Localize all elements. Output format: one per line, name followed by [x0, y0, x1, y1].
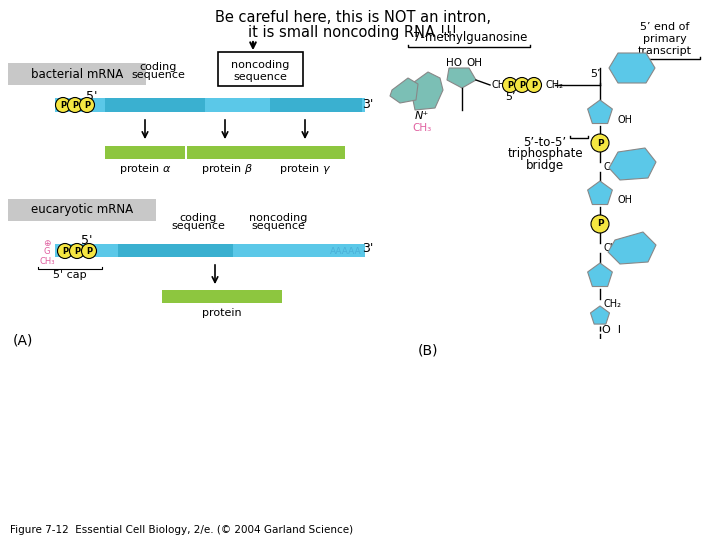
Polygon shape	[390, 78, 418, 103]
Polygon shape	[609, 53, 655, 83]
Bar	[270, 98, 362, 112]
Polygon shape	[588, 263, 613, 287]
Bar	[105, 98, 205, 112]
Polygon shape	[447, 68, 476, 88]
Text: P: P	[507, 80, 513, 90]
Text: sequence: sequence	[233, 72, 287, 82]
Text: G: G	[44, 246, 50, 255]
Text: triphosphate: triphosphate	[507, 147, 582, 160]
Circle shape	[58, 244, 73, 259]
Text: coding: coding	[179, 213, 217, 223]
Text: noncoding: noncoding	[249, 213, 307, 223]
Text: P: P	[86, 246, 92, 255]
Circle shape	[515, 78, 529, 92]
Text: 5': 5'	[86, 91, 98, 104]
Polygon shape	[588, 181, 613, 205]
Text: P: P	[84, 100, 90, 110]
Text: N⁺: N⁺	[415, 111, 429, 121]
Text: P: P	[72, 100, 78, 110]
Text: 7-methylguanosine: 7-methylguanosine	[413, 30, 527, 44]
Text: OH: OH	[617, 115, 632, 125]
Text: protein $\gamma$: protein $\gamma$	[279, 162, 331, 176]
Circle shape	[591, 215, 609, 233]
Circle shape	[79, 98, 94, 112]
Text: AAAAA: AAAAA	[330, 246, 362, 255]
Text: P: P	[60, 100, 66, 110]
Text: 5’-to-5’: 5’-to-5’	[523, 136, 567, 148]
Bar	[118, 244, 233, 257]
Text: sequence: sequence	[251, 221, 305, 231]
Text: CH₃: CH₃	[40, 258, 55, 267]
Text: P: P	[519, 80, 525, 90]
Polygon shape	[608, 232, 656, 264]
FancyBboxPatch shape	[8, 199, 156, 221]
Text: noncoding: noncoding	[231, 60, 289, 70]
Text: (A): (A)	[13, 333, 33, 347]
Polygon shape	[410, 72, 443, 110]
Text: 5’ end of: 5’ end of	[640, 22, 690, 32]
Bar	[55, 244, 365, 257]
Bar	[105, 146, 185, 159]
Text: O  I: O I	[602, 325, 621, 335]
Bar	[218, 52, 303, 86]
Text: CH₂: CH₂	[545, 80, 563, 90]
Text: it is small noncoding RNA !!!: it is small noncoding RNA !!!	[248, 25, 458, 40]
Text: CH₃: CH₃	[413, 123, 431, 133]
Circle shape	[591, 134, 609, 152]
Bar	[265, 146, 345, 159]
Polygon shape	[588, 100, 613, 124]
Text: protein $\alpha$: protein $\alpha$	[119, 162, 171, 176]
Text: CH₂: CH₂	[603, 243, 621, 253]
Polygon shape	[590, 306, 610, 324]
Text: protein $\beta$: protein $\beta$	[201, 162, 253, 176]
Text: 3': 3'	[362, 98, 374, 111]
Text: 5': 5'	[81, 234, 93, 247]
Text: bacterial mRNA: bacterial mRNA	[31, 68, 123, 80]
Text: C-H₂: C-H₂	[603, 162, 624, 172]
Text: ⊕: ⊕	[43, 240, 50, 248]
Text: P: P	[74, 246, 80, 255]
Text: (B): (B)	[418, 343, 438, 357]
Circle shape	[70, 244, 84, 259]
Bar	[187, 146, 267, 159]
Text: P: P	[597, 138, 603, 147]
Text: Figure 7-12  Essential Cell Biology, 2/e. (© 2004 Garland Science): Figure 7-12 Essential Cell Biology, 2/e.…	[10, 525, 353, 535]
Circle shape	[503, 78, 518, 92]
Bar	[55, 98, 365, 112]
Bar	[162, 290, 282, 303]
Text: eucaryotic mRNA: eucaryotic mRNA	[31, 204, 133, 217]
Circle shape	[81, 244, 96, 259]
Text: OH: OH	[466, 58, 482, 68]
Text: P: P	[531, 80, 537, 90]
Text: CH₂: CH₂	[492, 80, 510, 90]
Polygon shape	[609, 148, 656, 180]
Text: transcript: transcript	[638, 46, 692, 56]
Text: CH₂: CH₂	[603, 299, 621, 309]
Text: P: P	[62, 246, 68, 255]
Text: bridge: bridge	[526, 159, 564, 172]
Text: HO: HO	[446, 58, 462, 68]
Text: sequence: sequence	[171, 221, 225, 231]
Text: 5’: 5’	[590, 69, 600, 79]
Text: 5' cap: 5' cap	[53, 270, 87, 280]
Text: sequence: sequence	[131, 70, 185, 80]
Circle shape	[55, 98, 71, 112]
Text: primary: primary	[643, 34, 687, 44]
Text: Be careful here, this is NOT an intron,: Be careful here, this is NOT an intron,	[215, 10, 491, 25]
Text: protein: protein	[202, 308, 242, 318]
Circle shape	[526, 78, 541, 92]
Text: 3': 3'	[362, 242, 374, 255]
Text: P: P	[597, 219, 603, 228]
Circle shape	[68, 98, 83, 112]
Text: OH: OH	[617, 195, 632, 205]
Text: coding: coding	[139, 62, 176, 72]
FancyBboxPatch shape	[8, 63, 146, 85]
Text: 5’: 5’	[505, 92, 516, 102]
